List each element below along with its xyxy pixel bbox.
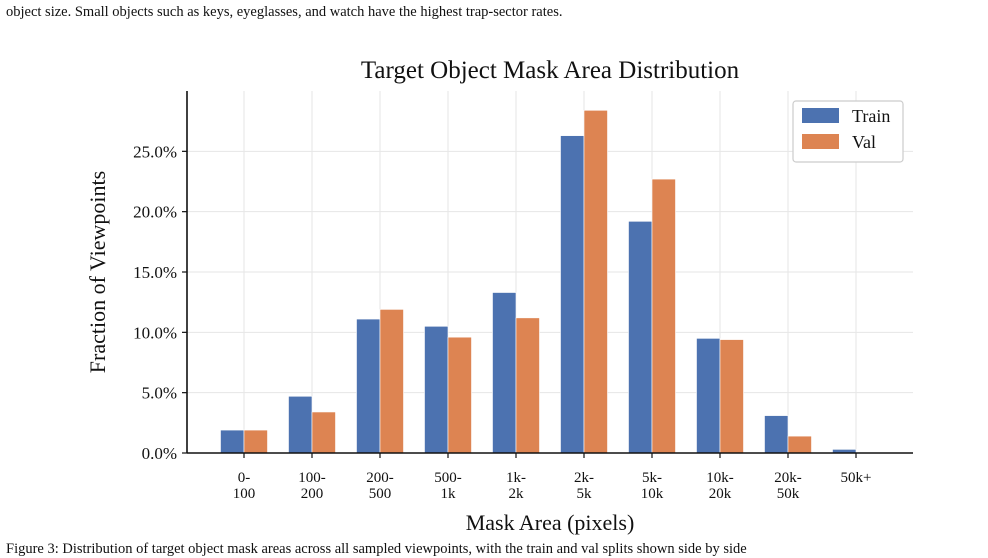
caption-top: object size. Small objects such as keys,… <box>6 4 563 20</box>
y-tick-label: 25.0% <box>133 142 177 161</box>
x-tick-label: 20k-50k <box>774 470 802 502</box>
bar-val-1 <box>311 411 336 454</box>
bar-val-5 <box>583 110 608 454</box>
x-ticks: 0-100 100-200 200-500 500-1k 1k-2k 2k-5k 5k-10… <box>233 470 872 502</box>
bar-val-7 <box>719 339 744 454</box>
x-tick-label: 50k+ <box>841 470 872 486</box>
y-tick-label: 0.0% <box>142 444 177 463</box>
caption-bottom: Figure 3: Distribution of target object … <box>6 541 747 557</box>
legend-label-train: Train <box>852 106 890 126</box>
bar-val-6 <box>651 178 676 454</box>
x-tick-label: 500-1k <box>434 470 462 502</box>
bar-val-0 <box>243 429 268 454</box>
bar-train-1 <box>288 395 313 454</box>
bar-train-4 <box>492 292 517 454</box>
bar-train-5 <box>560 135 585 454</box>
y-tick-label: 15.0% <box>133 263 177 282</box>
legend-label-val: Val <box>852 132 876 152</box>
x-tick-label: 2k-5k <box>574 470 594 502</box>
x-tick-label: 200-500 <box>366 470 394 502</box>
x-tick-label: 0-100 <box>233 470 256 502</box>
bar-train-7 <box>696 338 721 454</box>
bar-train-2 <box>356 318 381 454</box>
x-tick-label: 100-200 <box>298 470 326 502</box>
bar-val-3 <box>447 336 472 454</box>
y-tick-label: 5.0% <box>142 384 177 403</box>
bars <box>220 110 857 454</box>
bar-train-8 <box>764 415 789 454</box>
bar-train-0 <box>220 429 245 454</box>
chart-title: Target Object Mask Area Distribution <box>361 57 740 84</box>
legend: Train Val <box>792 100 904 163</box>
y-axis-label: Fraction of Viewpoints <box>85 171 110 373</box>
bar-val-2 <box>379 309 404 454</box>
y-tick-label: 20.0% <box>133 203 177 222</box>
bar-train-6 <box>628 221 653 454</box>
legend-swatch-val <box>802 134 839 149</box>
axes <box>182 91 913 458</box>
x-tick-label: 5k-10k <box>641 470 664 502</box>
bar-train-3 <box>424 325 449 454</box>
x-tick-label: 1k-2k <box>506 470 526 502</box>
bar-val-8 <box>787 435 812 454</box>
bar-val-4 <box>515 317 540 454</box>
y-ticks: 0.0% 5.0% 10.0% 15.0% 20.0% 25.0% <box>133 142 177 463</box>
x-tick-label: 10k-20k <box>706 470 734 502</box>
legend-swatch-train <box>802 108 839 123</box>
x-axis-label: Mask Area (pixels) <box>466 510 635 535</box>
y-tick-label: 10.0% <box>133 323 177 342</box>
